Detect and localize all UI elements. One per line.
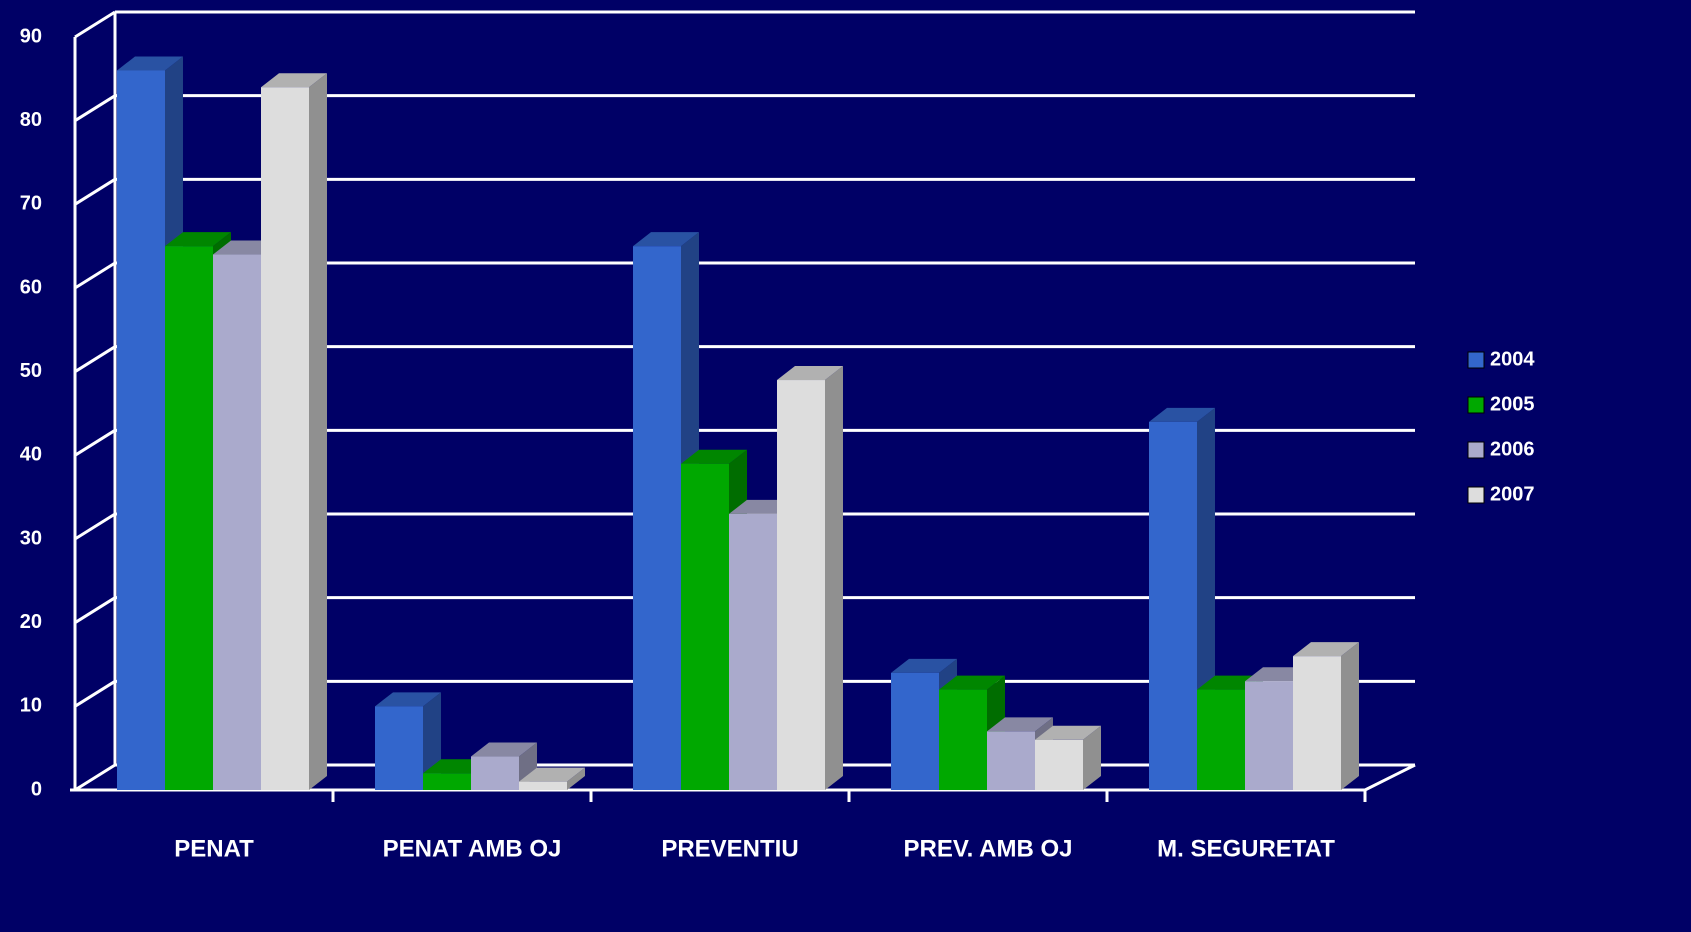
bar-top — [261, 73, 327, 88]
bar — [1197, 689, 1245, 790]
bar-top — [375, 692, 441, 707]
bar — [519, 781, 567, 790]
legend-label: 2006 — [1490, 438, 1535, 460]
legend-swatch — [1467, 486, 1485, 504]
bar-group — [519, 767, 585, 790]
grid-line-side — [74, 680, 116, 708]
y-tick-label: 80 — [20, 109, 42, 131]
bar-top — [165, 232, 231, 247]
bar — [1245, 681, 1293, 790]
grid-line-side — [74, 10, 116, 39]
bar — [1149, 421, 1197, 790]
grid-line-side — [74, 94, 116, 122]
bar-top — [939, 675, 1005, 690]
bar-top — [777, 366, 843, 381]
y-tick-label: 90 — [20, 25, 42, 47]
bar-top — [633, 232, 699, 247]
bar-top — [1293, 642, 1359, 657]
bar — [165, 246, 213, 790]
bar-side — [567, 767, 585, 790]
bar-top — [519, 767, 585, 782]
bar — [939, 689, 987, 790]
legend-label: 2005 — [1490, 393, 1535, 415]
legend-label: 2004 — [1490, 348, 1535, 370]
grid-line-side — [74, 512, 116, 541]
bar-side — [825, 366, 843, 790]
bar-group — [261, 73, 327, 790]
legend-swatch — [1467, 396, 1485, 414]
bar-group — [471, 742, 537, 790]
y-tick-label: 50 — [20, 360, 42, 382]
x-tick-label: PENAT — [174, 835, 254, 862]
bar — [891, 672, 939, 790]
y-tick-label: 40 — [20, 444, 42, 466]
grid-line-side — [74, 261, 116, 290]
bar-side — [309, 73, 327, 790]
y-tick-label: 70 — [20, 193, 42, 215]
y-tick-label: 20 — [20, 611, 42, 633]
bar — [117, 70, 165, 790]
y-tick-label: 0 — [31, 778, 42, 800]
bar-top — [891, 658, 957, 673]
grid-line-side — [74, 763, 116, 792]
bar-top — [987, 717, 1053, 732]
bar — [1035, 739, 1083, 790]
bar-top — [1149, 407, 1215, 422]
legend-label: 2007 — [1490, 483, 1535, 505]
y-tick-label: 30 — [20, 527, 42, 549]
grid-line-side — [74, 178, 116, 206]
grid-line-side — [74, 596, 116, 624]
legend-swatch — [1467, 441, 1485, 459]
x-tick-label: PREV. AMB OJ — [904, 835, 1073, 862]
x-tick-label: M. SEGURETAT — [1157, 835, 1335, 862]
bar — [729, 513, 777, 790]
bar — [471, 756, 519, 790]
grid-line-side — [74, 345, 116, 373]
bar-side — [1083, 725, 1101, 790]
bar — [423, 773, 471, 790]
legend-swatch — [1467, 351, 1485, 369]
bar — [213, 254, 261, 791]
bar-side — [1341, 642, 1359, 790]
bar-top — [681, 449, 747, 464]
bar — [681, 463, 729, 790]
x-tick-label: PENAT AMB OJ — [383, 835, 562, 862]
bar — [633, 246, 681, 790]
bar-group — [777, 366, 843, 790]
grid-line-side — [74, 429, 116, 457]
y-tick-label: 10 — [20, 695, 42, 717]
bar-top — [117, 56, 183, 71]
bar-group — [375, 692, 441, 790]
bar — [777, 380, 825, 790]
bar — [987, 731, 1035, 790]
bar — [261, 87, 309, 790]
bar — [375, 706, 423, 790]
y-tick-label: 60 — [20, 276, 42, 298]
x-axis-end — [1364, 763, 1416, 792]
bar — [1293, 656, 1341, 790]
bar-group — [1293, 642, 1359, 790]
bar-top — [471, 742, 537, 757]
bar-group — [1035, 725, 1101, 790]
bar-top — [1035, 725, 1101, 740]
x-tick-label: PREVENTIU — [661, 835, 798, 862]
